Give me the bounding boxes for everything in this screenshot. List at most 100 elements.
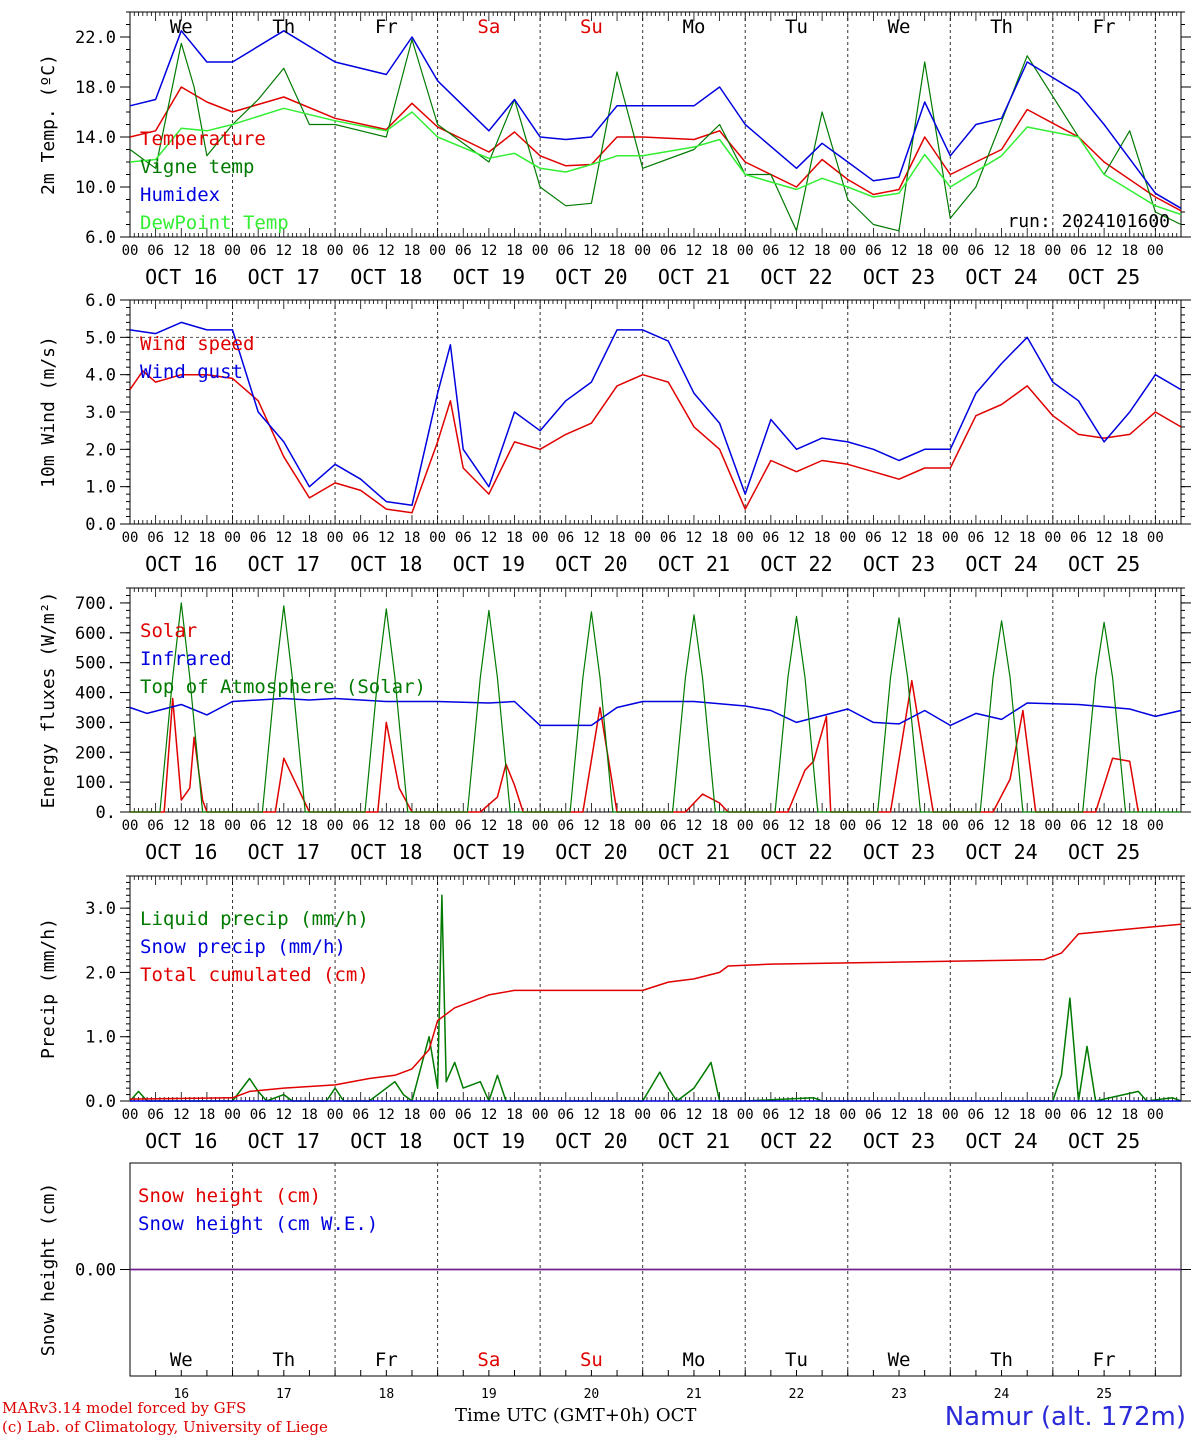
hour-label: 00 <box>532 530 549 546</box>
hour-label: 00 <box>737 818 754 834</box>
hour-label: 06 <box>762 530 779 546</box>
hour-label: 00 <box>224 1107 241 1123</box>
y-tick-label: 10.0 <box>75 178 116 198</box>
legend-entry: Total cumulated (cm) <box>140 964 369 986</box>
hour-label: 00 <box>224 818 241 834</box>
hour-label: 00 <box>532 818 549 834</box>
date-label: OCT 21 <box>658 1129 730 1153</box>
weekday-label: Mo <box>683 16 706 38</box>
weekday-label: We <box>170 16 193 38</box>
y-axis-label: Precip (mm/h) <box>38 918 59 1059</box>
date-label: OCT 25 <box>1068 1129 1140 1153</box>
hour-label: 06 <box>865 1107 882 1123</box>
hour-label: 06 <box>250 243 267 259</box>
hour-label: 00 <box>634 818 651 834</box>
y-tick-label: 2.0 <box>85 440 116 460</box>
y-tick-label: 4.0 <box>85 366 116 386</box>
date-label: OCT 20 <box>555 1129 627 1153</box>
date-label: OCT 16 <box>145 552 217 576</box>
hour-label: 00 <box>429 1107 446 1123</box>
hour-label: 12 <box>891 1107 908 1123</box>
hour-label: 00 <box>942 243 959 259</box>
hour-label: 12 <box>173 530 190 546</box>
hour-label: 18 <box>609 1107 626 1123</box>
weekday-label: Sa <box>477 1349 500 1371</box>
date-label: OCT 22 <box>760 265 832 289</box>
hour-label: 06 <box>455 530 472 546</box>
legend-entry: Temperature <box>140 128 266 150</box>
hour-label: 18 <box>916 243 933 259</box>
hour-label: 18 <box>506 818 523 834</box>
hour-label: 00 <box>1147 243 1164 259</box>
y-axis-label: 2m Temp. (ºC) <box>38 54 59 195</box>
hour-label: 00 <box>532 243 549 259</box>
hour-label: 00 <box>839 243 856 259</box>
hour-label: 18 <box>301 530 318 546</box>
hour-label: 12 <box>1096 818 1113 834</box>
hour-label: 00 <box>429 818 446 834</box>
hour-label: 06 <box>250 530 267 546</box>
hour-label: 00 <box>122 530 139 546</box>
date-label: OCT 21 <box>658 552 730 576</box>
y-tick-label: 14.0 <box>75 128 116 148</box>
weekday-label: Sa <box>477 16 500 38</box>
date-label: OCT 21 <box>658 265 730 289</box>
legend-entry: Liquid precip (mm/h) <box>140 908 369 930</box>
legend-entry: Wind gust <box>140 361 243 383</box>
hour-label: 00 <box>942 1107 959 1123</box>
hour-label: 12 <box>275 1107 292 1123</box>
hour-label: 18 <box>1019 818 1036 834</box>
date-label: OCT 24 <box>965 840 1037 864</box>
station-name: Namur (alt. 172m) <box>944 1402 1186 1432</box>
hour-label: 00 <box>327 1107 344 1123</box>
hour-label: 18 <box>1121 1107 1138 1123</box>
hour-label: 06 <box>147 530 164 546</box>
hour-label: 06 <box>557 530 574 546</box>
hour-label: 12 <box>275 243 292 259</box>
y-tick-label: 0. <box>96 803 116 823</box>
hour-label: 00 <box>532 1107 549 1123</box>
hour-label: 06 <box>1070 243 1087 259</box>
hour-label: 12 <box>1096 243 1113 259</box>
weekday-label: Fr <box>1093 1349 1116 1371</box>
y-tick-label: 5.0 <box>85 328 116 348</box>
y-tick-label: 200. <box>75 743 116 763</box>
month-label: OCT <box>655 1405 697 1426</box>
date-label: OCT 22 <box>760 1129 832 1153</box>
hour-label: 12 <box>686 530 703 546</box>
hour-label: 12 <box>275 530 292 546</box>
date-label: OCT 17 <box>248 552 320 576</box>
hour-label: 00 <box>839 1107 856 1123</box>
hour-label: 06 <box>557 818 574 834</box>
weekday-label: We <box>888 16 911 38</box>
legend-entry: Infrared <box>140 648 232 670</box>
date-label: OCT 25 <box>1068 265 1140 289</box>
hour-label: 00 <box>122 818 139 834</box>
hour-label: 00 <box>224 243 241 259</box>
day-number-label: 24 <box>994 1387 1010 1402</box>
day-number-label: 21 <box>686 1387 702 1402</box>
hour-label: 18 <box>198 818 215 834</box>
hour-label: 00 <box>1044 243 1061 259</box>
weekday-label: Tu <box>785 1349 808 1371</box>
hour-label: 00 <box>1147 1107 1164 1123</box>
y-axis-label: Energy fluxes (W/m²) <box>38 592 59 809</box>
hour-label: 12 <box>173 243 190 259</box>
hour-label: 12 <box>480 243 497 259</box>
y-tick-label: 22.0 <box>75 28 116 48</box>
hour-label: 12 <box>583 243 600 259</box>
day-number-label: 18 <box>379 1387 395 1402</box>
hour-label: 18 <box>609 243 626 259</box>
hour-label: 06 <box>455 243 472 259</box>
y-tick-label: 0.0 <box>85 515 116 535</box>
hour-label: 18 <box>814 1107 831 1123</box>
hour-label: 06 <box>762 243 779 259</box>
hour-label: 06 <box>865 530 882 546</box>
hour-label: 12 <box>993 243 1010 259</box>
hour-label: 06 <box>352 243 369 259</box>
time-axis-label: Time UTC (GMT+0h) <box>455 1405 650 1426</box>
hour-label: 18 <box>916 530 933 546</box>
hour-label: 12 <box>993 1107 1010 1123</box>
hour-label: 06 <box>250 1107 267 1123</box>
